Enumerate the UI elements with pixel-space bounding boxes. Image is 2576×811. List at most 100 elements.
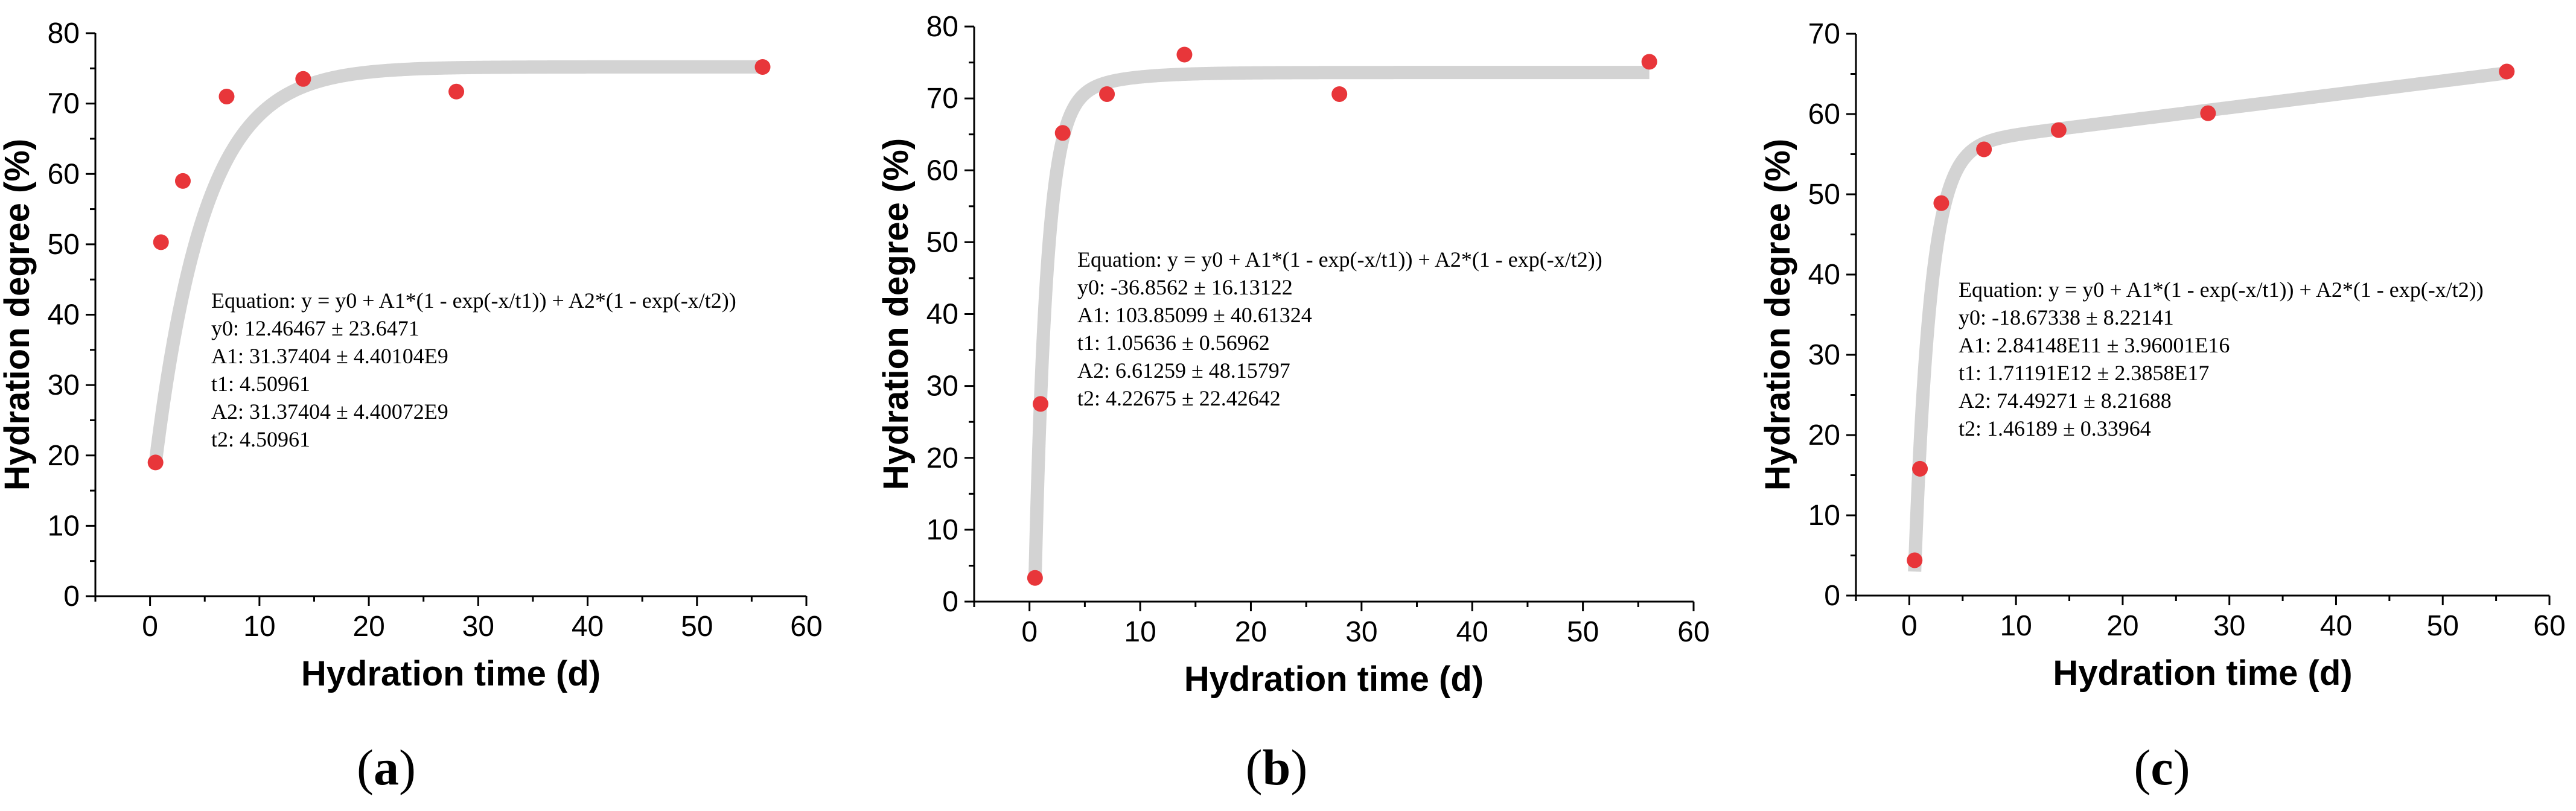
data-point xyxy=(1033,396,1049,412)
data-point xyxy=(754,59,771,75)
y-tick-label: 80 xyxy=(926,11,958,43)
x-tick-label: 10 xyxy=(2000,610,2032,642)
x-tick-label: 60 xyxy=(790,611,822,643)
equation-line: t2: 1.46189 ± 0.33964 xyxy=(1959,416,2151,440)
x-tick-label: 0 xyxy=(142,611,158,643)
x-tick-label: 50 xyxy=(681,611,713,643)
chart-panel-b: 0 10 20 30 40 50 60 0 10 20 30 40 50 60 70 80 Hydration … xyxy=(876,11,1710,796)
equation-line: A1: 103.85099 ± 40.61324 xyxy=(1077,303,1312,327)
y-tick-label: 0 xyxy=(1824,580,1840,612)
data-point xyxy=(1331,86,1348,102)
x-tick-label: 10 xyxy=(243,611,275,643)
data-point xyxy=(2050,122,2067,138)
y-axis-title: Hydration degree (%) xyxy=(876,138,916,490)
panel-label: (c) xyxy=(2134,740,2190,796)
x-tick-label: 30 xyxy=(1345,616,1377,648)
equation-line: t1: 4.50961 xyxy=(211,372,310,396)
fit-curve xyxy=(148,60,767,469)
x-tick-label: 20 xyxy=(1235,616,1267,648)
y-tick-label: 10 xyxy=(48,510,80,542)
y-tick-label: 40 xyxy=(926,299,958,331)
x-tick-label: 20 xyxy=(2106,610,2138,642)
fit-curve xyxy=(1908,66,2511,578)
equation-line: t1: 1.71191E12 ± 2.3858E17 xyxy=(1959,361,2209,385)
equation-line: y0: -18.67338 ± 8.22141 xyxy=(1959,305,2174,329)
x-tick-label: 40 xyxy=(572,611,604,643)
equation-line: t1: 1.05636 ± 0.56962 xyxy=(1077,331,1270,355)
data-point xyxy=(218,88,235,104)
y-tick-label: 70 xyxy=(1808,18,1840,50)
equation-line: Equation: y = y0 + A1*(1 - exp(-x/t1)) +… xyxy=(211,288,736,313)
chart-panel-c: 0 10 20 30 40 50 60 0 10 20 30 40 50 60 70 Hydration ti… xyxy=(1758,18,2566,796)
equation-line: A1: 31.37404 ± 4.40104E9 xyxy=(211,344,448,368)
y-tick-label: 40 xyxy=(48,299,80,331)
equation-line: y0: -36.8562 ± 16.13122 xyxy=(1077,275,1293,299)
data-point xyxy=(1907,552,1923,568)
y-tick-label: 50 xyxy=(48,229,80,261)
data-point xyxy=(2200,105,2216,121)
x-tick-label: 40 xyxy=(1456,616,1488,648)
y-tick-label: 50 xyxy=(1808,179,1840,211)
data-point xyxy=(295,71,311,87)
data-point xyxy=(1641,54,1657,70)
panel-label: (b) xyxy=(1246,740,1308,796)
x-tick-label: 30 xyxy=(462,611,494,643)
y-tick-label: 30 xyxy=(926,371,958,402)
y-tick-label: 70 xyxy=(48,88,80,120)
x-tick-label: 0 xyxy=(1021,616,1038,648)
y-tick-label: 50 xyxy=(926,226,958,258)
y-tick-label: 20 xyxy=(926,442,958,474)
data-point xyxy=(1054,125,1071,141)
equation-line: t2: 4.22675 ± 22.42642 xyxy=(1077,386,1281,410)
data-point xyxy=(174,173,191,189)
y-axis-title: Hydration degree (%) xyxy=(1758,139,1797,491)
data-point xyxy=(1176,46,1193,63)
x-tick-label: 60 xyxy=(1677,616,1709,648)
data-point xyxy=(2499,63,2515,80)
x-tick-label: 20 xyxy=(352,611,384,643)
y-tick-label: 10 xyxy=(926,514,958,546)
y-axis-title: Hydration degree (%) xyxy=(0,139,37,491)
equation-line: t2: 4.50961 xyxy=(211,427,310,451)
data-point xyxy=(1099,86,1115,102)
y-tick-label: 40 xyxy=(1808,259,1840,291)
data-point xyxy=(1933,195,1950,211)
x-tick-label: 0 xyxy=(1901,610,1918,642)
x-tick-label: 30 xyxy=(2213,610,2245,642)
equation-line: y0: 12.46467 ± 23.6471 xyxy=(211,316,419,340)
x-tick-label: 50 xyxy=(2427,610,2459,642)
y-tick-label: 20 xyxy=(1808,419,1840,451)
y-tick-label: 20 xyxy=(48,440,80,472)
y-tick-label: 80 xyxy=(48,17,80,49)
y-tick-label: 60 xyxy=(926,154,958,186)
y-tick-label: 0 xyxy=(942,586,958,618)
x-tick-label: 50 xyxy=(1567,616,1599,648)
fit-curve xyxy=(1028,66,1654,586)
equation-line: Equation: y = y0 + A1*(1 - exp(-x/t1)) +… xyxy=(1077,247,1602,272)
y-tick-label: 30 xyxy=(48,369,80,401)
data-point xyxy=(147,454,164,471)
data-point xyxy=(448,83,465,100)
equation-line: Equation: y = y0 + A1*(1 - exp(-x/t1)) +… xyxy=(1959,278,2484,302)
y-tick-label: 30 xyxy=(1808,339,1840,371)
data-point xyxy=(1976,141,1992,157)
chart-panel-a: 0 10 20 30 40 50 60 0 10 20 30 40 50 60 70 80 Hydration … xyxy=(0,17,823,796)
y-tick-label: 60 xyxy=(1808,98,1840,130)
equation-line: A1: 2.84148E11 ± 3.96001E16 xyxy=(1959,333,2230,357)
x-axis-title: Hydration time (d) xyxy=(1184,660,1484,699)
x-axis-title: Hydration time (d) xyxy=(301,654,601,693)
equation-line: A2: 6.61259 ± 48.15797 xyxy=(1077,358,1290,383)
x-tick-label: 60 xyxy=(2533,610,2565,642)
data-point xyxy=(153,234,169,250)
equation-line: A2: 74.49271 ± 8.21688 xyxy=(1959,389,2172,413)
data-point xyxy=(1027,570,1043,586)
data-point xyxy=(1912,460,1928,477)
y-tick-label: 10 xyxy=(1808,500,1840,532)
x-axis-title: Hydration time (d) xyxy=(2053,654,2352,693)
x-tick-label: 40 xyxy=(2320,610,2352,642)
x-tick-label: 10 xyxy=(1124,616,1156,648)
y-tick-label: 0 xyxy=(63,580,80,612)
y-tick-label: 60 xyxy=(48,158,80,190)
y-tick-label: 70 xyxy=(926,83,958,115)
equation-line: A2: 31.37404 ± 4.40072E9 xyxy=(211,399,448,424)
